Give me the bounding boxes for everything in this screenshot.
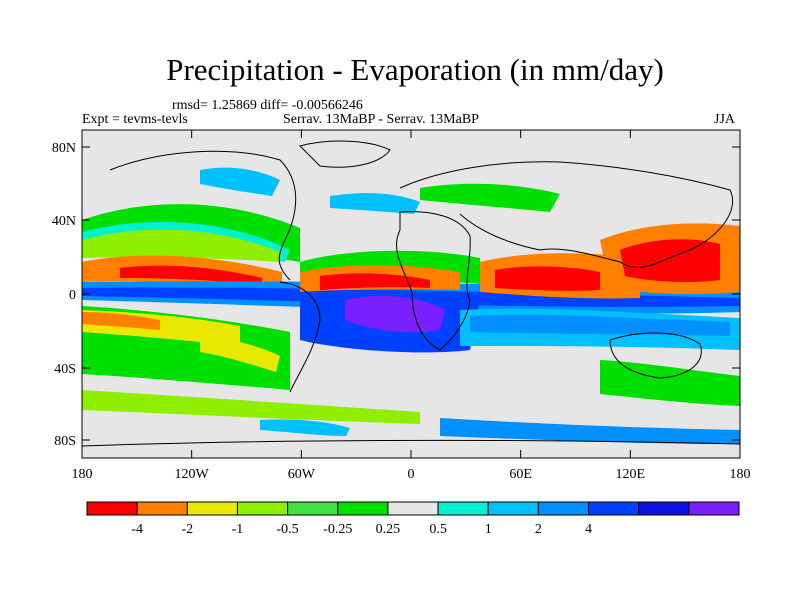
map-title: Precipitation - Evaporation (in mm/day) [166,52,664,87]
coast-africa [396,211,471,351]
region-npac-lime [82,229,280,262]
region-ind-red [495,266,600,291]
lon-tick-label: 180 [730,467,751,482]
region-so-cyan [260,419,350,436]
region-spac-yellow2 [200,336,280,372]
coastlines [82,140,740,447]
lat-tick-label: 40S [54,362,76,377]
colorbar-swatch [437,501,489,516]
stats-label: rmsd= 1.25869 diff= -0.00566246 [172,98,363,113]
experiment-label: Expt = tevms-tevls [82,112,188,127]
coast-south-america [279,281,321,393]
colorbar-swatch [537,501,590,516]
colorbar-swatch [136,501,188,516]
colorbar-swatch [236,501,289,516]
lon-tick-label: 60E [509,467,532,482]
colorbar-swatch [86,501,138,516]
contour-field [82,130,740,458]
colorbar: -4 -2 -1 -0.5 -0.25 0.25 0.5 1 2 4 [86,501,740,537]
coast-australia [609,332,702,379]
lon-tick-label: 120E [616,467,646,482]
coast-greenland [299,140,391,168]
colorbar-label: -4 [131,522,143,537]
region-atl-red [320,273,430,290]
region-pac-red [120,265,262,286]
colorbar-swatch [387,501,439,516]
lon-tick-label: 60W [288,467,316,482]
colorbar-swatch [337,501,389,516]
region-sind-blue [470,314,730,336]
lat-tick-label: 40N [52,214,76,229]
coast-north-america [109,150,297,281]
period-label: Serrav. 13MaBP - Serrav. 13MaBP [283,112,479,127]
lat-tick-label: 0 [69,288,76,303]
region-so-blue [440,418,740,444]
region-eur-green [420,183,560,212]
colorbar-label: -0.25 [323,522,352,537]
colorbar-label: -0.5 [277,522,299,537]
colorbar-swatch [287,501,339,516]
colorbar-label: -2 [181,522,193,537]
lon-tick-label: 120W [175,467,210,482]
colorbar-swatch [487,501,539,516]
colorbar-label: 1 [485,522,492,537]
region-spac-orange [82,312,160,330]
region-wpac-red [620,239,720,283]
latitude-ticks: 80N 40N 0 40S 80S [52,141,740,449]
colorbar-swatch [186,501,238,516]
region-so-lime [82,390,420,424]
colorbar-label: 0.25 [376,522,401,537]
season-label: JJA [714,112,736,127]
lon-tick-label: 180 [72,467,93,482]
colorbar-swatch [688,501,740,516]
colorbar-label: 2 [535,522,542,537]
colorbar-label: -1 [232,522,244,537]
colorbar-label: 4 [585,522,592,537]
lon-tick-label: 0 [408,467,415,482]
lat-tick-label: 80S [54,434,76,449]
colorbar-label: 0.5 [429,522,447,537]
region-satl-purple [345,295,445,333]
lat-tick-label: 80N [52,141,76,156]
region-nam-blue [200,167,280,196]
colorbar-swatch [638,501,690,516]
longitude-ticks: 180 120W 60W 0 60E 120E 180 [72,130,751,482]
colorbar-swatch [588,501,640,516]
coast-eurasia [399,161,734,268]
region-natl-blue [330,193,420,214]
coast-antarctica [82,439,740,447]
